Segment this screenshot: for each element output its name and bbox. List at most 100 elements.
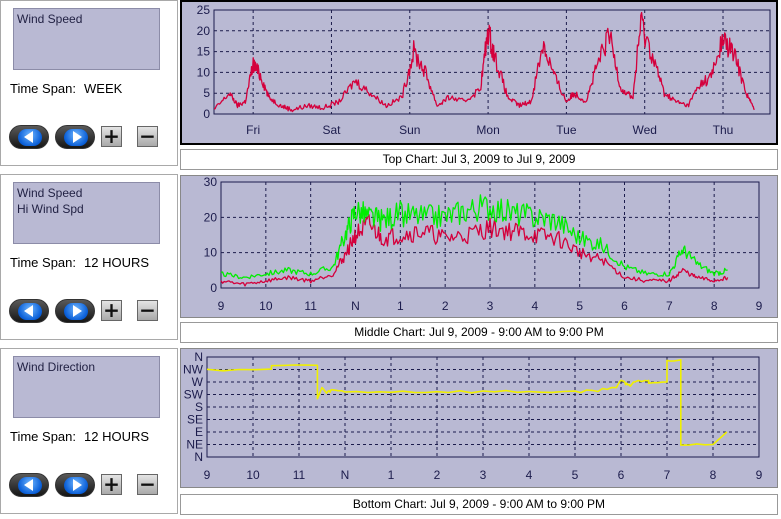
x-tick-label: 6	[618, 468, 625, 482]
middle-next-button[interactable]	[55, 299, 95, 323]
bottom-zoom-in-button[interactable]: +	[101, 474, 122, 495]
x-tick-label: 8	[711, 299, 718, 313]
y-tick-label: E	[195, 425, 203, 439]
x-tick-label: 7	[666, 299, 673, 313]
top-next-button[interactable]	[55, 125, 95, 149]
y-tick-label: SE	[187, 413, 203, 427]
top-previous-button[interactable]	[9, 125, 49, 149]
series-list-item[interactable]: Wind Direction	[17, 360, 96, 374]
bottom-chart-controls: Wind Direction Time Span: 12 HOURS + −	[0, 348, 178, 514]
bottom-series-list[interactable]: Wind Direction	[13, 356, 160, 418]
x-tick-label: 2	[434, 468, 441, 482]
top-chart-controls: Wind Speed Time Span: WEEK + −	[0, 0, 178, 166]
y-tick-label: 10	[197, 65, 211, 79]
time-span-label: Time Span:	[10, 429, 76, 444]
top-series-list[interactable]: Wind Speed	[13, 8, 160, 70]
series-line	[220, 214, 729, 287]
x-tick-label: 1	[397, 299, 404, 313]
y-tick-label: 10	[204, 246, 218, 260]
y-tick-label: 25	[197, 3, 211, 17]
top-chart-plot: 0 5 10 15 20 25 Fri Sat Sun Mon Tue Wed Thu	[197, 3, 771, 137]
y-tick-label: 5	[203, 86, 210, 100]
x-tick-label: N	[341, 468, 350, 482]
bottom-previous-button[interactable]	[9, 473, 49, 497]
middle-series-list[interactable]: Wind Speed Hi Wind Spd	[13, 182, 160, 244]
x-tick-label: N	[351, 299, 360, 313]
x-tick-label: 5	[572, 468, 579, 482]
x-tick-label: 1	[388, 468, 395, 482]
bottom-chart[interactable]: N NE E SE S SW W NW N 9 10 11 N 1 2 3 4 5 6 7 8 9	[180, 348, 778, 488]
x-tick-label: 11	[304, 299, 317, 313]
x-tick-label: 7	[664, 468, 671, 482]
middle-button-row: + −	[9, 299, 169, 325]
y-tick-label: NE	[186, 438, 203, 452]
time-span-label: Time Span:	[10, 81, 76, 96]
middle-chart[interactable]: 0 10 20 30 9 10 11 N 1 2 3 4 5 6 7 8 9	[180, 175, 778, 318]
y-tick-label: 0	[210, 281, 217, 295]
y-tick-label: NW	[183, 363, 204, 377]
y-tick-label: 30	[204, 176, 218, 189]
x-tick-label: 3	[480, 468, 487, 482]
y-tick-label: S	[195, 400, 203, 414]
middle-zoom-in-button[interactable]: +	[101, 300, 122, 321]
bottom-button-row: + −	[9, 473, 169, 499]
series-list-item[interactable]: Wind Speed	[17, 186, 83, 200]
x-tick-label: 2	[442, 299, 449, 313]
middle-previous-button[interactable]	[9, 299, 49, 323]
x-tick-label: 3	[487, 299, 494, 313]
y-tick-label: N	[194, 350, 203, 364]
middle-chart-caption: Middle Chart: Jul 9, 2009 - 9:00 AM to 9…	[180, 322, 778, 343]
bottom-zoom-out-button[interactable]: −	[137, 474, 158, 495]
top-chart[interactable]: 0 5 10 15 20 25 Fri Sat Sun Mon Tue Wed Thu	[180, 0, 778, 145]
time-span-value: 12 HOURS	[84, 429, 150, 444]
y-tick-label: 0	[203, 107, 210, 121]
bottom-next-button[interactable]	[55, 473, 95, 497]
top-chart-caption: Top Chart: Jul 3, 2009 to Jul 9, 2009	[180, 149, 778, 170]
time-span-value: WEEK	[84, 81, 123, 96]
middle-chart-plot: 0 10 20 30 9 10 11 N 1 2 3 4 5 6 7 8 9	[204, 176, 763, 313]
x-tick-label: 9	[204, 468, 211, 482]
x-tick-label: 6	[621, 299, 628, 313]
top-zoom-out-button[interactable]: −	[137, 126, 158, 147]
x-tick-label: 8	[710, 468, 717, 482]
y-tick-label: 20	[204, 210, 218, 224]
top-zoom-in-button[interactable]: +	[101, 126, 122, 147]
time-span-value: 12 HOURS	[84, 255, 150, 270]
x-tick-label: Sat	[322, 123, 341, 137]
y-tick-label: W	[192, 375, 204, 389]
x-tick-label: Tue	[556, 123, 577, 137]
time-span-row: Time Span: 12 HOURS	[10, 429, 149, 444]
series-list-item[interactable]: Hi Wind Spd	[17, 202, 84, 216]
x-tick-label: 4	[531, 299, 538, 313]
y-tick-label: SW	[184, 388, 204, 402]
x-tick-label: 9	[756, 299, 763, 313]
middle-chart-controls: Wind Speed Hi Wind Spd Time Span: 12 HOUR…	[0, 174, 178, 340]
top-button-row: + −	[9, 125, 169, 151]
series-line	[213, 11, 755, 113]
middle-zoom-out-button[interactable]: −	[137, 300, 158, 321]
time-span-row: Time Span: WEEK	[10, 81, 122, 96]
x-tick-label: 9	[218, 299, 225, 313]
x-tick-label: Mon	[476, 123, 499, 137]
y-tick-label: 20	[197, 24, 211, 38]
x-tick-label: 10	[246, 468, 260, 482]
x-tick-label: 10	[259, 299, 273, 313]
x-tick-label: 11	[293, 468, 306, 482]
x-tick-label: 4	[526, 468, 533, 482]
x-tick-label: Fri	[246, 123, 260, 137]
x-tick-label: Wed	[632, 123, 656, 137]
y-tick-label: N	[194, 450, 203, 464]
series-list-item[interactable]: Wind Speed	[17, 12, 83, 26]
x-tick-label: Sun	[399, 123, 420, 137]
plot-border	[213, 9, 771, 115]
time-span-row: Time Span: 12 HOURS	[10, 255, 149, 270]
time-span-label: Time Span:	[10, 255, 76, 270]
y-tick-label: 15	[197, 45, 211, 59]
series-line	[206, 359, 728, 446]
series-line	[220, 194, 728, 280]
bottom-chart-caption: Bottom Chart: Jul 9, 2009 - 9:00 AM to 9…	[180, 494, 778, 515]
x-tick-label: 5	[576, 299, 583, 313]
x-tick-label: Thu	[713, 123, 734, 137]
